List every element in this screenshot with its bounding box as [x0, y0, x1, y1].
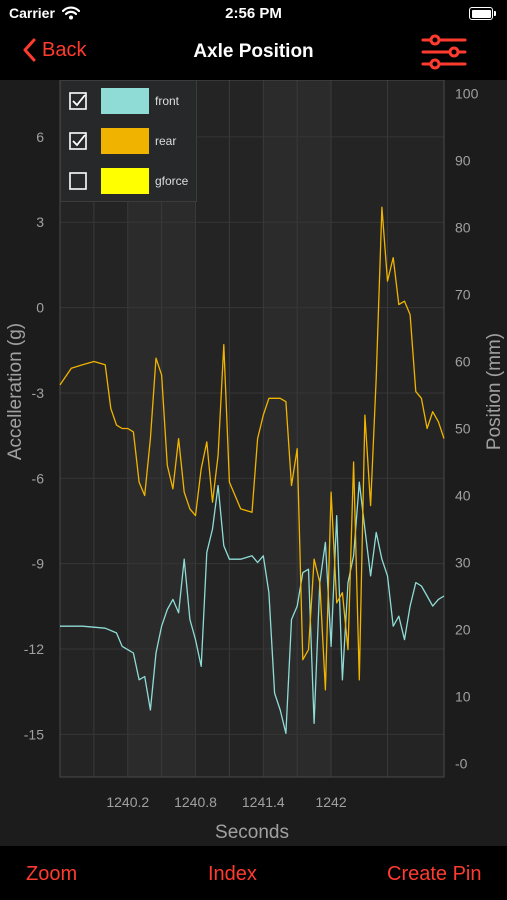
- y-right-tick-label: 70: [455, 286, 471, 302]
- legend-swatch-front: [101, 88, 149, 114]
- y-right-tick-label: -0: [455, 756, 468, 772]
- carrier-label: Carrier: [9, 5, 55, 21]
- x-tick-label: 1242: [315, 794, 346, 810]
- y-left-tick-label: -6: [32, 470, 45, 486]
- status-time: 2:56 PM: [225, 5, 282, 22]
- y-left-tick-label: -12: [24, 641, 44, 657]
- page-title: Axle Position: [193, 41, 314, 62]
- status-bar: Carrier 2:56 PM: [0, 0, 507, 28]
- y-right-tick-label: 60: [455, 353, 471, 369]
- x-tick-label: 1240.2: [106, 794, 149, 810]
- axle-position-chart[interactable]: 630-3-6-9-12-15100908070605040302010-012…: [0, 80, 507, 846]
- legend-label-rear: rear: [155, 134, 177, 148]
- legend-label-front: front: [155, 94, 180, 108]
- y-right-tick-label: 30: [455, 555, 471, 571]
- chart-legend: front rear gforce: [60, 80, 197, 202]
- y-left-tick-label: -15: [24, 726, 44, 742]
- back-button[interactable]: Back: [22, 38, 86, 62]
- y-right-tick-label: 50: [455, 421, 471, 437]
- checkbox-checked-icon[interactable]: [69, 92, 87, 110]
- navigation-bar: Back Axle Position: [0, 28, 507, 78]
- x-tick-label: 1240.8: [174, 794, 217, 810]
- checkbox-unchecked-icon[interactable]: [69, 172, 87, 190]
- y-right-axis-title: Position (mm): [484, 333, 505, 450]
- back-label: Back: [42, 38, 87, 61]
- y-right-tick-label: 80: [455, 219, 471, 235]
- y-left-tick-label: 3: [36, 214, 44, 230]
- series-line-rear: [59, 206, 445, 691]
- bottom-toolbar: Zoom Index Create Pin: [0, 846, 507, 900]
- legend-label-gforce: gforce: [155, 174, 189, 188]
- plot-border: [59, 80, 445, 778]
- y-right-tick-label: 20: [455, 622, 471, 638]
- series-line-front: [60, 481, 445, 735]
- battery-icon: [469, 7, 496, 20]
- zoom-button[interactable]: Zoom: [26, 863, 78, 885]
- y-left-tick-label: -3: [32, 385, 45, 401]
- wifi-icon: [61, 6, 81, 25]
- x-axis-title: Seconds: [215, 822, 289, 843]
- legend-item-rear[interactable]: rear: [61, 125, 196, 157]
- legend-swatch-gforce: [101, 168, 149, 194]
- create-pin-button[interactable]: Create Pin: [387, 863, 482, 885]
- checkbox-checked-icon[interactable]: [69, 132, 87, 150]
- y-left-tick-label: 0: [36, 300, 44, 316]
- legend-swatch-rear: [101, 128, 149, 154]
- chart-area[interactable]: 6 3 0 -3 -6 -9 -12 -15 100 90 80 70 60 50 40 30 20 10 -0 12…: [0, 80, 507, 846]
- y-left-tick-label: 6: [36, 129, 44, 145]
- y-left-tick-label: -9: [32, 556, 45, 572]
- index-button[interactable]: Index: [208, 863, 257, 885]
- chevron-left-icon: [23, 38, 36, 62]
- y-right-tick-label: 10: [455, 689, 471, 705]
- y-right-tick-label: 100: [455, 85, 479, 101]
- y-right-tick-label: 90: [455, 152, 471, 168]
- y-left-axis-title: Accelleration (g): [5, 323, 26, 460]
- legend-item-front[interactable]: front: [61, 85, 196, 117]
- sliders-icon: [421, 34, 467, 70]
- legend-item-gforce[interactable]: gforce: [61, 165, 196, 197]
- x-tick-label: 1241.4: [242, 794, 285, 810]
- y-right-tick-label: 40: [455, 488, 471, 504]
- filter-sliders-button[interactable]: [420, 32, 468, 72]
